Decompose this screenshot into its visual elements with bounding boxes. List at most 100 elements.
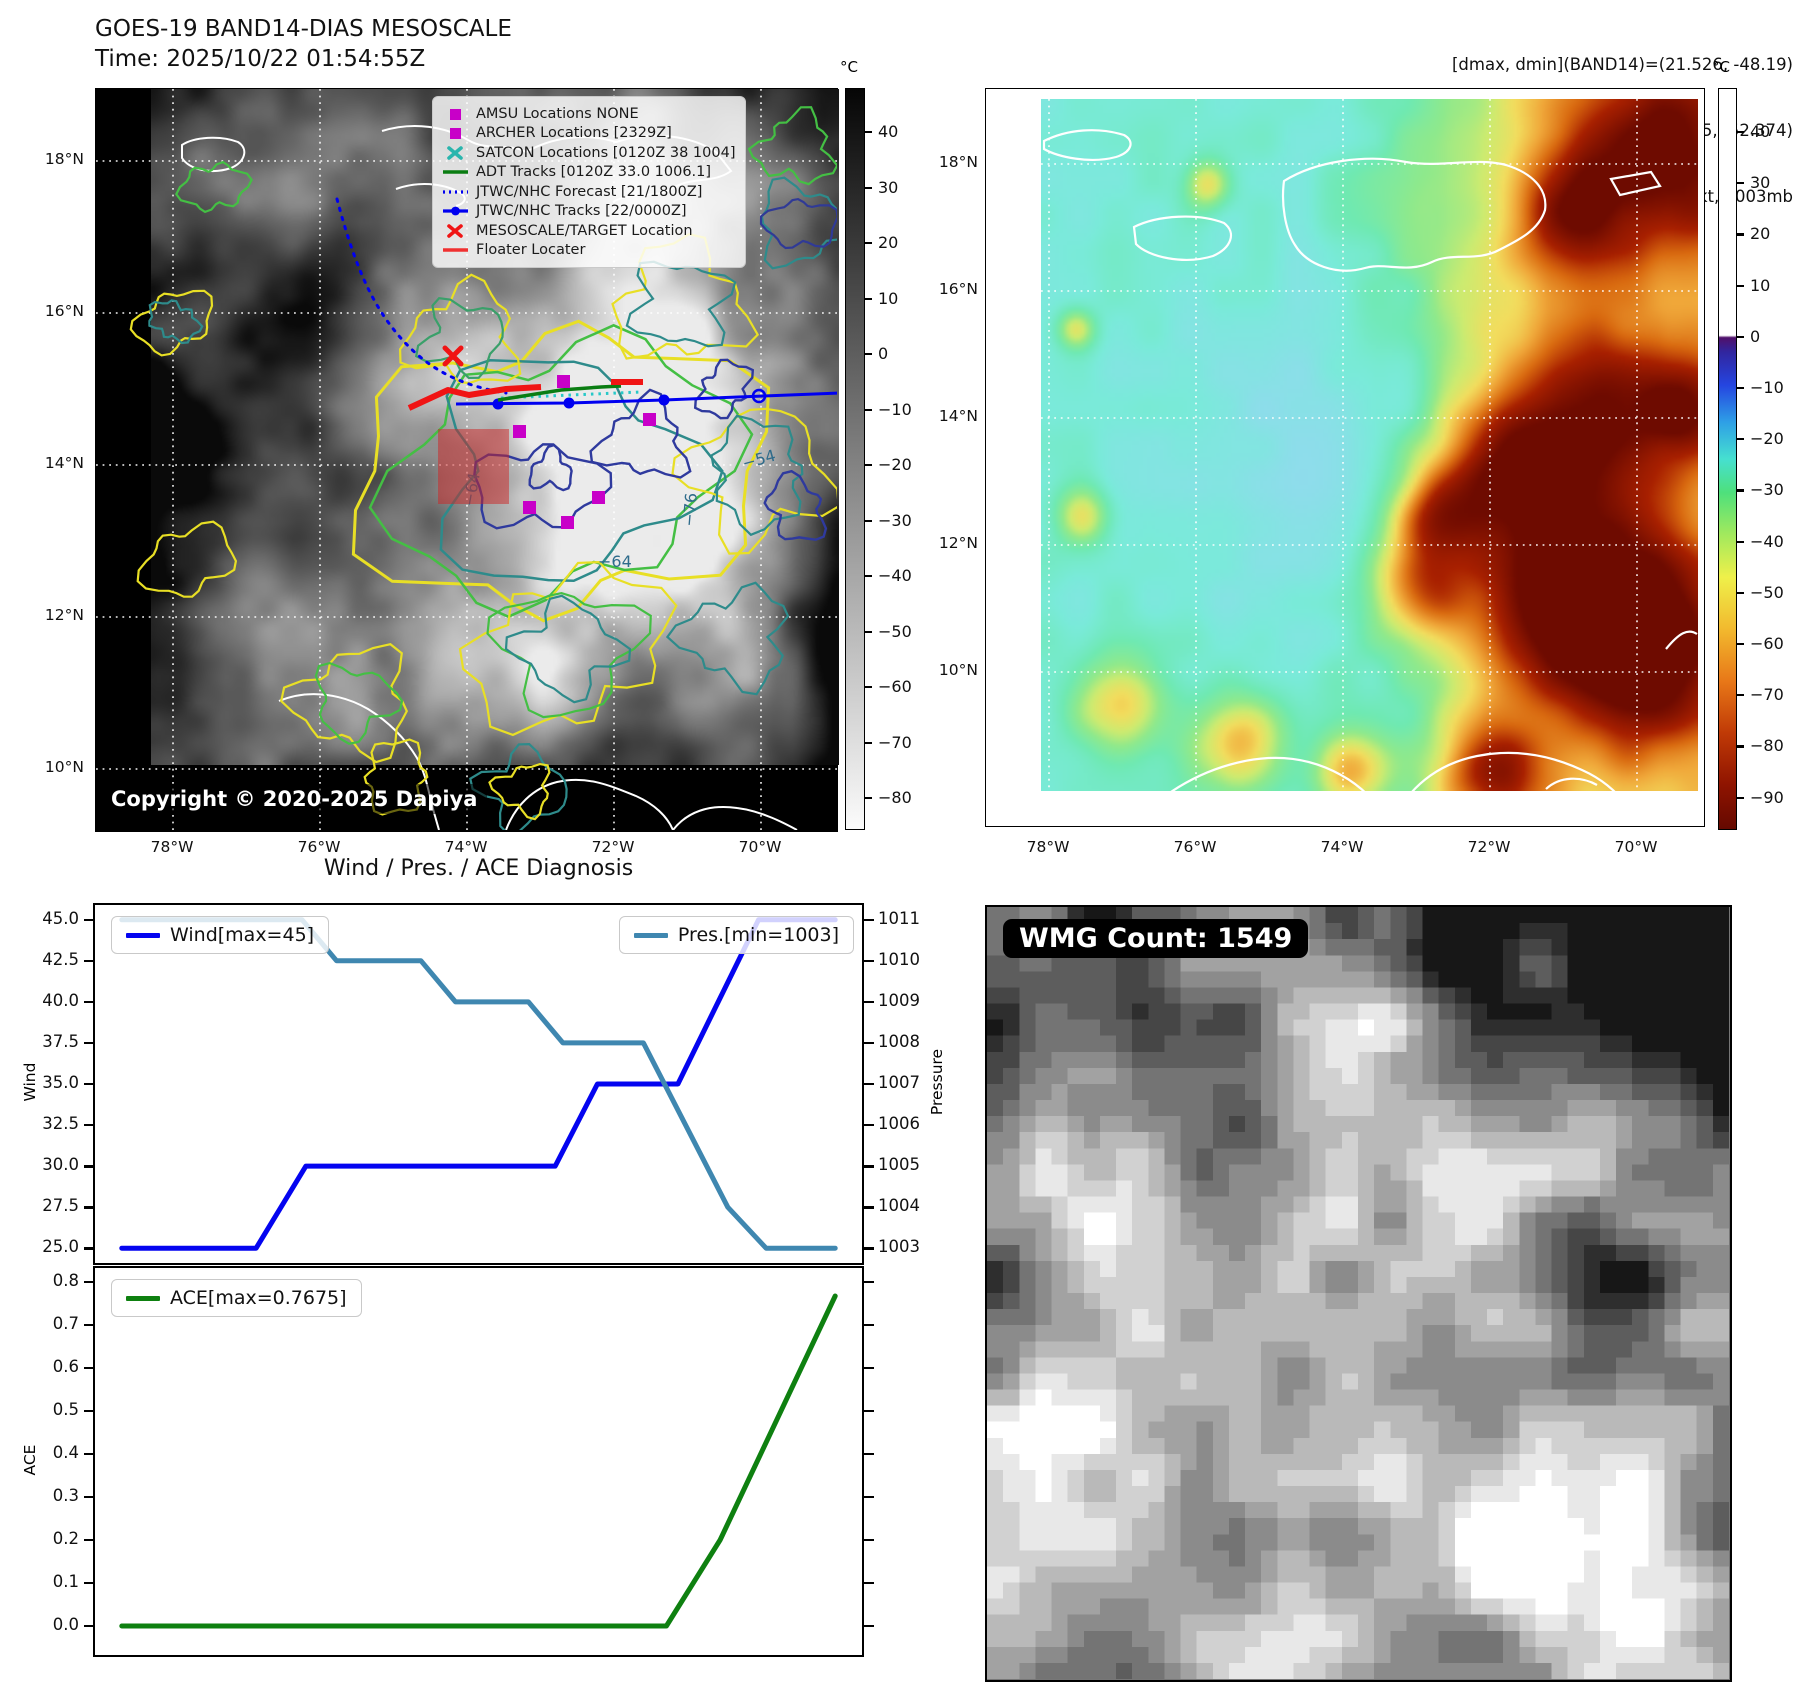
pressure-tick-label: 1003 <box>878 1237 920 1257</box>
awv-lat-label: 16°N <box>938 280 978 298</box>
band14-colorbar-tick <box>865 630 872 633</box>
wind-tick-label: 27.5 <box>42 1196 79 1216</box>
left-axis-tick <box>84 1366 94 1370</box>
awv-colorbar-tick <box>1737 233 1744 236</box>
awv-colorbar-tick <box>1737 745 1744 748</box>
jtwc-forecast-track <box>335 197 508 395</box>
band14-lat-label: 16°N <box>44 302 84 320</box>
awv-colorbar-tick-label: 0 <box>1750 326 1761 346</box>
awv-colorbar-tick <box>1737 131 1744 134</box>
awv-satellite-map <box>985 88 1705 827</box>
right-axis-tick <box>864 1323 874 1327</box>
band14-colorbar-unit: °C <box>840 58 858 76</box>
awv-colorbar-tick-label: −40 <box>1750 531 1784 551</box>
band14-time: Time: 2025/10/22 01:54:55Z <box>95 46 426 72</box>
wind-tick-label: 37.5 <box>42 1031 79 1051</box>
band14-colorbar-tick-label: 10 <box>878 288 899 308</box>
map-legend-label: Floater Locater <box>476 242 586 259</box>
left-axis-tick <box>84 1495 94 1499</box>
awv-colorbar-tick-label: 40 <box>1750 122 1771 141</box>
wmg-count-badge: WMG Count: 1549 <box>1003 919 1309 958</box>
band14-colorbar-tick-label: −60 <box>878 677 912 696</box>
pressure-tick-label: 1004 <box>878 1196 920 1216</box>
right-axis-tick <box>864 1000 874 1004</box>
map-legend-label: JTWC/NHC Forecast [21/1800Z] <box>476 183 703 200</box>
map-legend-label: JTWC/NHC Tracks [22/0000Z] <box>476 203 687 220</box>
band14-title: GOES-19 BAND14-DIAS MESOSCALE Time: 2025/… <box>95 14 512 74</box>
band14-colorbar-tick <box>865 297 872 300</box>
left-axis-tick <box>84 1323 94 1327</box>
ace-tick-label: 0.8 <box>52 1270 79 1290</box>
right-axis-tick <box>864 1280 874 1284</box>
left-axis-tick <box>84 1624 94 1628</box>
wind-tick-label: 35.0 <box>42 1073 79 1092</box>
pressure-legend: Pres.[min=1003] <box>618 916 854 954</box>
wmg-pixel-image <box>987 907 1729 1679</box>
band14-lat-label: 10°N <box>44 758 84 776</box>
left-axis-tick <box>84 1581 94 1585</box>
awv-colorbar-tick <box>1737 591 1744 594</box>
adt-track <box>497 384 622 402</box>
map-legend-item: ADT Tracks [0120Z 33.0 1006.1] <box>441 163 735 183</box>
band14-lon-label: 78°W <box>150 838 194 856</box>
pressure-tick-label: 1006 <box>878 1114 920 1134</box>
band14-colorbar-tick <box>865 186 872 189</box>
awv-lon-label: 72°W <box>1467 838 1511 856</box>
awv-lon-label: 76°W <box>1173 838 1217 856</box>
band14-colorbar-tick-label: −40 <box>878 566 912 585</box>
awv-colorbar-tick-label: −50 <box>1750 582 1784 602</box>
band14-colorbar-tick-label: 30 <box>878 177 899 197</box>
right-axis-tick <box>864 918 874 922</box>
awv-colorbar-tick-label: −70 <box>1750 685 1784 705</box>
dotted-line-legend-icon <box>443 190 468 194</box>
ace-plot <box>119 1293 838 1629</box>
map-legend-item: SATCON Locations [0120Z 38 1004] <box>441 143 735 163</box>
copyright-label: Copyright © 2020-2025 Dapiya <box>101 784 488 814</box>
map-legend-item: Floater Locater <box>441 241 735 261</box>
awv-colorbar-tick-label: −10 <box>1750 378 1784 397</box>
awv-lat-label: 18°N <box>938 153 978 171</box>
ace-tick-label: 0.2 <box>52 1528 79 1548</box>
stats-band14: [dmax, dmin](BAND14)=(21.526, -48.19) <box>1451 55 1793 74</box>
awv-colorbar-tick <box>1737 643 1744 646</box>
map-legend-item: AMSU Locations NONE <box>441 104 735 124</box>
right-axis-tick <box>864 1366 874 1370</box>
band14-colorbar-tick <box>865 464 872 467</box>
mesoscale-target-box <box>438 429 509 504</box>
band14-colorbar-tick-label: 0 <box>878 344 889 363</box>
awv-lat-label: 10°N <box>938 661 978 679</box>
left-axis-tick <box>84 1164 94 1168</box>
awv-colorbar-tick <box>1737 182 1744 185</box>
awv-colorbar-tick <box>1737 438 1744 441</box>
map-legend-label: AMSU Locations NONE <box>476 105 639 122</box>
ace-chart <box>93 1266 864 1657</box>
pressure-tick-label: 1008 <box>878 1031 920 1051</box>
cross-legend-icon <box>447 223 463 238</box>
left-axis-tick <box>84 1123 94 1127</box>
ace-axis-label: ACE <box>21 1444 39 1475</box>
map-legend-item: MESOSCALE/TARGET Location <box>441 221 735 241</box>
jtwc-track-line <box>455 391 837 406</box>
wind-tick-label: 25.0 <box>42 1237 79 1257</box>
diagnosis-title: Wind / Pres. / ACE Diagnosis <box>323 856 634 881</box>
left-axis-tick <box>84 1452 94 1456</box>
awv-colorbar-tick-label: 10 <box>1750 275 1771 295</box>
wind-axis-label: Wind <box>21 1062 39 1102</box>
right-axis-tick <box>864 1164 874 1168</box>
band14-colorbar-tick <box>865 408 872 411</box>
awv-colorbar-tick-label: 20 <box>1750 224 1771 244</box>
ace-tick-label: 0.3 <box>52 1485 79 1505</box>
archer-markers <box>513 375 656 529</box>
awv-lon-label: 74°W <box>1320 838 1364 856</box>
line-legend-icon <box>443 248 468 253</box>
ace-tick-label: 0.4 <box>52 1442 79 1462</box>
wind-tick-label: 45.0 <box>42 908 79 928</box>
awv-colorbar-tick-label: 30 <box>1750 173 1771 193</box>
left-axis-tick <box>84 1247 94 1250</box>
map-legend-label: MESOSCALE/TARGET Location <box>476 222 693 239</box>
band14-colorbar-tick <box>865 686 872 689</box>
chart-legend-label: ACE[max=0.7675] <box>170 1287 347 1309</box>
left-axis-tick <box>84 918 94 922</box>
ace-tick-label: 0.0 <box>52 1614 79 1634</box>
band14-title-line1: GOES-19 BAND14-DIAS MESOSCALE <box>95 16 512 42</box>
